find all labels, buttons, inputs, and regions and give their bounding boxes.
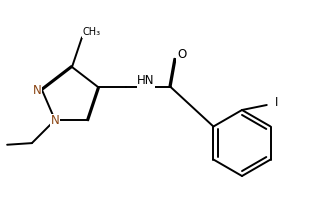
Text: CH₃: CH₃ [83,27,101,37]
Text: N: N [33,83,41,97]
Text: N: N [51,115,60,127]
Text: HN: HN [137,75,155,88]
Text: I: I [275,97,278,109]
Text: O: O [177,48,186,61]
